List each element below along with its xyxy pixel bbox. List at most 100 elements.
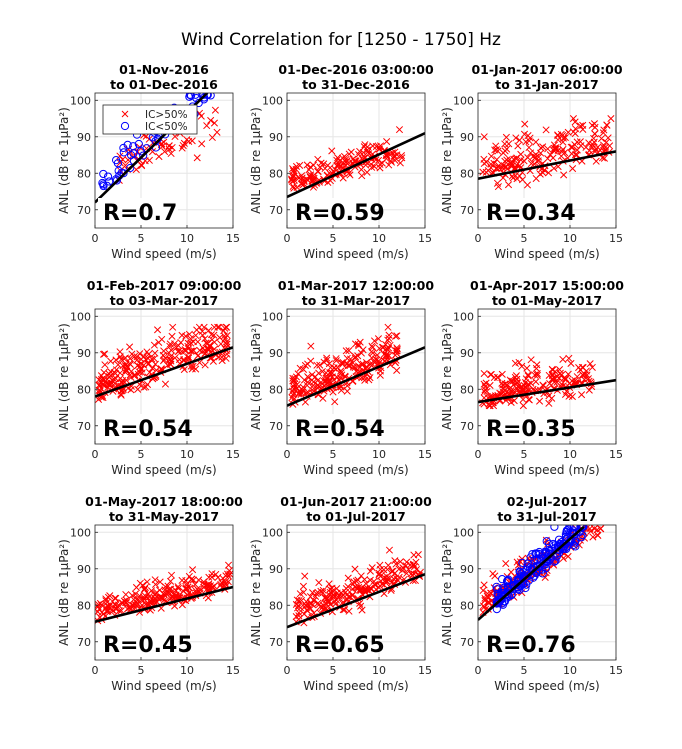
- point-ic-below: [575, 527, 584, 536]
- point-ic-above: [569, 114, 577, 123]
- point-ic-above: [515, 358, 523, 366]
- r-label-background: [481, 198, 561, 225]
- point-ic-above: [531, 371, 539, 379]
- y-tick-label: 70: [460, 204, 474, 217]
- point-ic-above: [216, 582, 224, 590]
- point-ic-above: [323, 354, 331, 362]
- point-ic-above: [518, 362, 526, 370]
- point-ic-above: [539, 382, 547, 390]
- point-ic-above: [552, 145, 560, 153]
- point-ic-above: [361, 141, 369, 149]
- point-ic-above: [167, 149, 175, 158]
- point-ic-above: [392, 347, 400, 355]
- point-ic-above: [504, 181, 513, 189]
- point-ic-above: [192, 365, 200, 373]
- point-ic-above: [337, 367, 345, 375]
- x-tick-label: 5: [521, 664, 528, 677]
- axes-box: [94, 92, 234, 229]
- point-ic-above: [388, 567, 396, 575]
- point-ic-above: [222, 354, 230, 362]
- point-ic-below: [126, 150, 136, 160]
- point-ic-above: [524, 371, 532, 379]
- point-ic-above: [341, 606, 349, 614]
- x-tick-label: 15: [418, 232, 432, 245]
- point-ic-below: [550, 525, 559, 531]
- point-ic-above: [143, 578, 151, 586]
- point-ic-above: [185, 354, 193, 362]
- panel-title-line2: to 01-May-2017: [492, 293, 602, 308]
- point-ic-above: [573, 373, 581, 381]
- point-ic-above: [225, 567, 233, 575]
- y-tick-label: 90: [460, 563, 474, 576]
- figure-title: Wind Correlation for [1250 - 1750] Hz: [181, 30, 501, 50]
- fit-line: [478, 525, 585, 621]
- point-ic-below: [577, 533, 586, 542]
- axes-box: [286, 92, 426, 229]
- point-ic-above: [210, 119, 219, 127]
- panel-title-line1: 01-Nov-2016: [119, 62, 209, 77]
- panel-6: 0 5 10 15 70 80 90 100 Wind speed (m/s) ANL (dB r…: [440, 278, 624, 477]
- point-ic-above: [333, 156, 341, 164]
- point-ic-above: [328, 373, 336, 381]
- point-ic-above: [483, 387, 491, 395]
- point-ic-above: [360, 575, 369, 584]
- point-ic-above: [390, 152, 398, 160]
- point-ic-above: [293, 596, 301, 604]
- point-ic-above: [134, 370, 142, 378]
- point-ic-above: [326, 588, 334, 596]
- scatter-points: [292, 546, 424, 627]
- point-ic-above: [223, 331, 231, 340]
- point-ic-above: [395, 565, 403, 573]
- legend-marker-o: [120, 121, 130, 131]
- point-ic-above: [592, 157, 600, 165]
- point-ic-above: [142, 593, 150, 601]
- point-ic-above: [128, 350, 136, 358]
- axes-box: [94, 524, 234, 661]
- point-ic-above: [152, 589, 160, 597]
- point-ic-above: [526, 134, 534, 142]
- point-ic-above: [158, 142, 166, 150]
- point-ic-above: [189, 576, 197, 584]
- point-ic-above: [297, 389, 306, 397]
- point-ic-below: [504, 575, 513, 584]
- point-ic-above: [564, 128, 572, 136]
- x-tick-label: 10: [563, 448, 577, 461]
- scatter-points: [288, 323, 401, 408]
- point-ic-above: [564, 552, 572, 560]
- point-ic-above: [585, 386, 593, 394]
- point-ic-above: [588, 143, 596, 151]
- point-ic-above: [568, 150, 576, 158]
- point-ic-above: [368, 564, 376, 572]
- point-ic-above: [135, 368, 144, 376]
- point-ic-above: [559, 145, 567, 153]
- point-ic-above: [300, 603, 309, 611]
- point-ic-above: [174, 584, 182, 593]
- point-ic-above: [579, 121, 587, 129]
- point-ic-above: [351, 565, 359, 573]
- point-ic-above: [485, 599, 493, 607]
- point-ic-below: [119, 148, 128, 157]
- point-ic-above: [374, 335, 383, 343]
- point-ic-below: [202, 93, 212, 99]
- point-ic-above: [532, 378, 540, 386]
- point-ic-above: [499, 174, 507, 182]
- point-ic-above: [487, 370, 495, 379]
- y-tick-label: 100: [262, 310, 283, 323]
- point-ic-above: [383, 138, 391, 146]
- point-ic-above: [191, 580, 199, 588]
- point-ic-above: [140, 586, 148, 594]
- point-ic-above: [512, 134, 520, 142]
- point-ic-above: [354, 340, 362, 348]
- y-tick-label: 80: [269, 383, 283, 396]
- point-ic-above: [580, 376, 588, 384]
- point-ic-above: [101, 361, 109, 369]
- correlation-label: R=0.59: [295, 201, 385, 226]
- point-ic-above: [171, 354, 179, 362]
- y-axis-label: ANL (dB re 1μPa²): [57, 107, 71, 214]
- panel-title-line2: to 03-Mar-2017: [110, 293, 219, 308]
- point-ic-above: [161, 148, 169, 156]
- point-ic-above: [116, 353, 124, 361]
- x-axis-label: Wind speed (m/s): [303, 679, 408, 693]
- point-ic-above: [103, 607, 111, 616]
- x-tick-label: 5: [330, 232, 337, 245]
